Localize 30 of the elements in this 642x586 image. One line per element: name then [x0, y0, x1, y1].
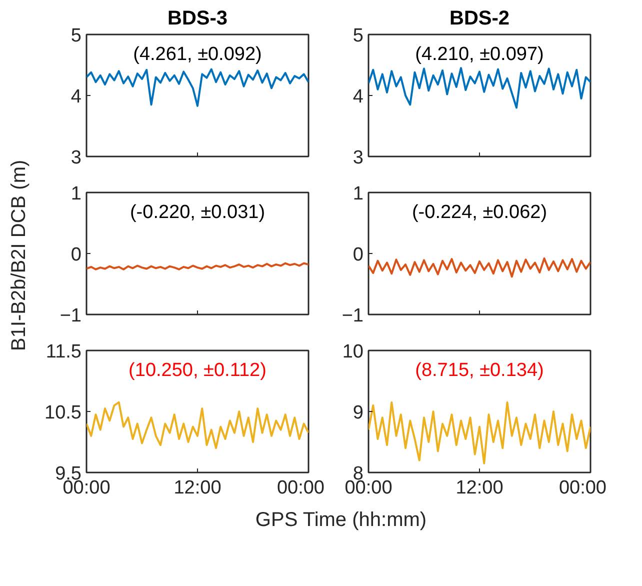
- y-tick-label: 1: [70, 184, 82, 204]
- y-tick-label: 0: [352, 244, 364, 266]
- x-axis-title: GPS Time (hh:mm): [255, 508, 427, 533]
- y-tick-label: 4: [352, 86, 364, 108]
- x-tick-label: 12:00: [456, 478, 504, 498]
- annotation: (-0.220, ±0.031): [130, 202, 266, 223]
- annotation: (4.210, ±0.097): [415, 44, 544, 65]
- y-tick-label: 9: [352, 402, 364, 424]
- chart-title: BDS-3: [167, 8, 228, 30]
- y-tick-label: 0: [70, 244, 82, 266]
- y-tick-label: 11.5: [46, 342, 82, 362]
- y-tick-label: −1: [60, 306, 82, 326]
- annotation: (-0.224, ±0.062): [412, 202, 548, 223]
- y-tick-label: 5: [70, 26, 82, 46]
- chart-title: BDS-2: [449, 8, 510, 30]
- y-tick-label: 3: [70, 148, 82, 168]
- annotation: (8.715, ±0.134): [415, 360, 544, 381]
- y-tick-label: 5: [352, 26, 364, 46]
- y-axis-title: B1I-B2b/B2I DCB (m): [7, 159, 31, 351]
- y-tick-label: 10.5: [44, 402, 82, 424]
- y-tick-label: 3: [352, 148, 364, 168]
- y-tick-label: 10: [342, 342, 364, 362]
- x-tick-label: 00:00: [276, 478, 324, 498]
- x-tick-label: 12:00: [174, 478, 222, 498]
- y-tick-label: 1: [352, 184, 364, 204]
- y-tick-label: 4: [70, 86, 82, 108]
- x-tick-label: 00:00: [558, 478, 606, 498]
- y-tick-label: −1: [342, 306, 364, 326]
- annotation: (10.250, ±0.112): [128, 360, 266, 381]
- annotation: (4.261, ±0.092): [133, 44, 262, 65]
